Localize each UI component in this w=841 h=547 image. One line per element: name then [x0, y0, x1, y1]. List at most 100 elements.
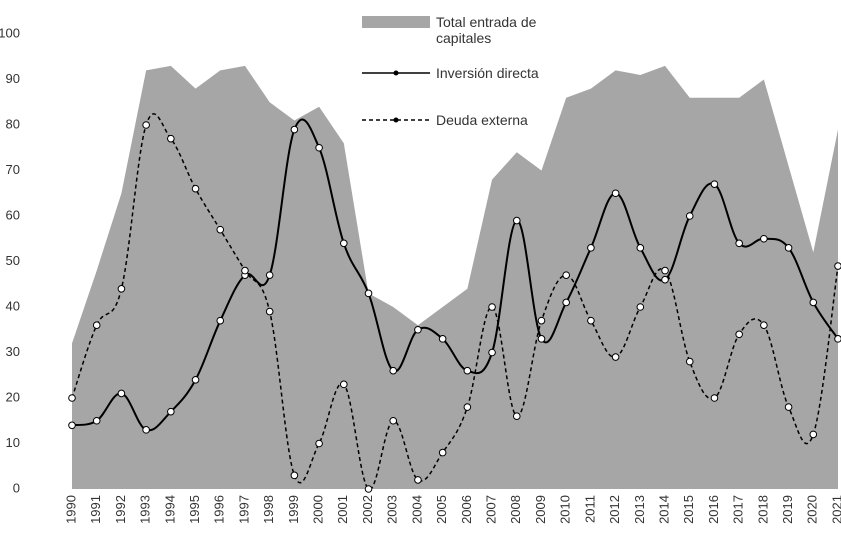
- point: [784, 244, 793, 252]
- y-tick-label: 100: [0, 25, 20, 40]
- x-tick-label: 2002: [360, 495, 375, 524]
- x-tick-label: 1999: [286, 495, 301, 524]
- point: [117, 285, 126, 293]
- y-tick-label: 50: [6, 253, 20, 268]
- point: [760, 234, 768, 243]
- y-tick-label: 80: [6, 116, 20, 131]
- point: [512, 216, 521, 225]
- x-tick-label: 1998: [261, 495, 276, 524]
- point: [364, 289, 373, 298]
- x-tick-label: 2020: [805, 495, 820, 524]
- x-tick-label: 1991: [88, 495, 103, 524]
- x-tick-label: 2014: [656, 495, 671, 524]
- x-tick-label: 2015: [681, 495, 696, 524]
- point: [167, 407, 175, 416]
- point: [636, 303, 645, 311]
- point: [92, 416, 101, 425]
- y-tick-label: 10: [6, 435, 20, 450]
- x-tick-label: 2019: [780, 495, 795, 524]
- point: [340, 239, 348, 248]
- point: [562, 271, 570, 279]
- point: [784, 403, 793, 411]
- point: [661, 266, 669, 275]
- legend-marker: [393, 70, 399, 76]
- x-tick-label: 1992: [113, 495, 128, 524]
- point: [438, 448, 447, 457]
- x-tick-label: 1990: [63, 495, 78, 524]
- point: [438, 335, 447, 343]
- x-tick-label: 1996: [212, 495, 227, 524]
- point: [611, 353, 620, 361]
- line: [71, 118, 839, 432]
- x-tick-label: 2004: [409, 495, 424, 524]
- point: [290, 125, 299, 134]
- point: [587, 316, 595, 325]
- x-tick-label: 2009: [533, 495, 548, 524]
- point: [735, 330, 743, 339]
- point: [142, 426, 150, 434]
- x-tick-label: 2011: [582, 495, 597, 523]
- x-tick-label: 2007: [484, 495, 499, 524]
- point: [68, 394, 76, 402]
- point: [685, 357, 694, 366]
- x-tick-label: 2006: [459, 495, 474, 524]
- point: [809, 298, 818, 307]
- y-tick-label: 20: [6, 389, 20, 404]
- point: [191, 376, 200, 384]
- point: [389, 366, 398, 375]
- point: [834, 335, 841, 343]
- point: [414, 325, 422, 334]
- point: [92, 321, 101, 330]
- point: [142, 121, 150, 129]
- x-tick-label: 2008: [508, 495, 523, 524]
- point: [488, 303, 496, 311]
- x-tick-label: 2013: [632, 495, 647, 524]
- point: [414, 476, 422, 484]
- point: [661, 275, 669, 284]
- point: [68, 421, 76, 430]
- point: [710, 394, 719, 402]
- y-tick-label: 70: [6, 162, 20, 177]
- point: [117, 389, 126, 398]
- x-tick-label: 1995: [187, 495, 202, 524]
- x-tick-label: 1994: [162, 495, 177, 524]
- y-tick-label: 90: [6, 71, 20, 86]
- legend-swatch: [362, 16, 430, 28]
- x-tick-label: 2000: [311, 495, 326, 524]
- y-tick-label: 0: [13, 480, 20, 495]
- y-tick-label: 60: [6, 207, 20, 222]
- x-tick-label: 1997: [236, 495, 251, 524]
- x-tick-label: 2018: [755, 495, 770, 524]
- point: [191, 184, 200, 193]
- point: [760, 321, 768, 330]
- legend-label: Deuda externa: [436, 112, 528, 128]
- point: [611, 189, 620, 198]
- x-tick-label: 2012: [607, 495, 622, 524]
- legend-label: Total entrada de capitales: [436, 14, 537, 46]
- point: [216, 316, 225, 325]
- y-tick-label: 40: [6, 298, 20, 313]
- point: [265, 271, 274, 279]
- point: [364, 485, 373, 493]
- point: [167, 134, 175, 143]
- point: [685, 212, 694, 220]
- legend-marker: [393, 117, 399, 123]
- x-tick-label: 2005: [434, 495, 449, 524]
- point: [216, 225, 225, 234]
- x-tick-label: 2003: [385, 495, 400, 524]
- point: [315, 439, 323, 448]
- area: [72, 65, 838, 489]
- x-tick-label: 2017: [731, 495, 746, 524]
- x-tick-label: 2010: [558, 495, 573, 524]
- point: [587, 244, 595, 252]
- x-tick-label: 2001: [335, 495, 350, 524]
- x-tick-label: 2016: [706, 495, 721, 524]
- point: [463, 403, 472, 411]
- point: [340, 380, 348, 389]
- x-tick-label: 1993: [138, 495, 153, 524]
- point: [809, 430, 818, 439]
- y-tick-label: 30: [6, 344, 20, 359]
- point: [537, 335, 546, 343]
